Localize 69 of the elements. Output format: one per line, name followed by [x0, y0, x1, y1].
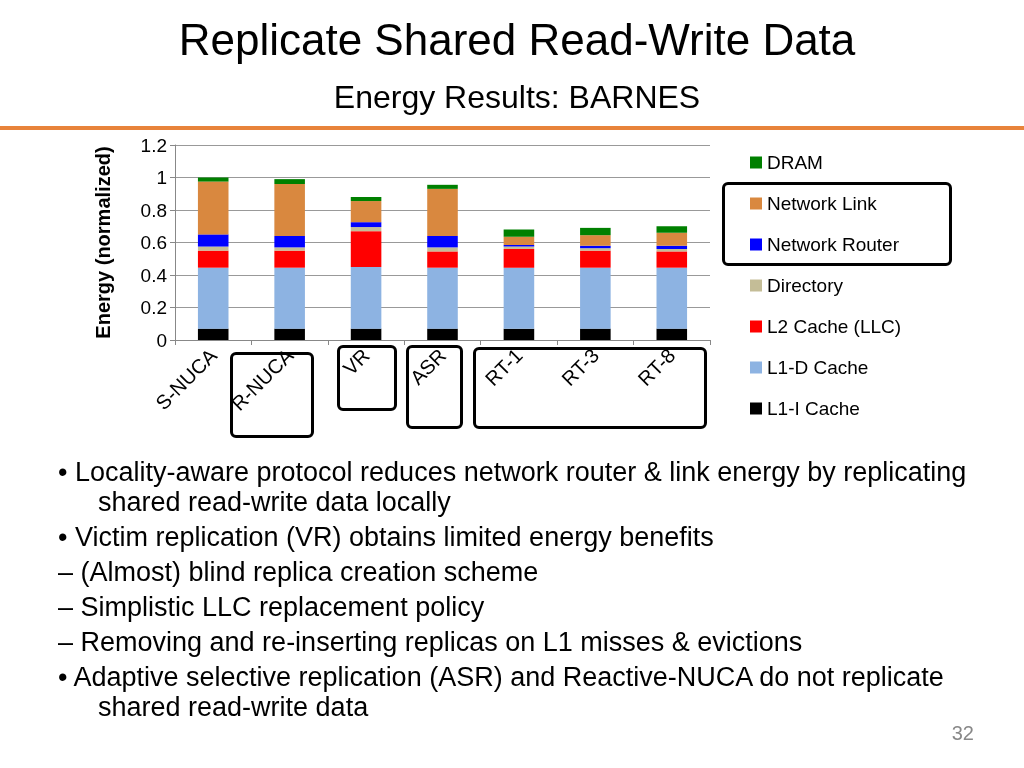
legend-label: Network Link: [767, 193, 878, 214]
text: – Removing and re-inserting replicas on L1 misses & evictions: [58, 627, 804, 657]
legend-label: L1-D Cache: [767, 357, 869, 378]
bar: [274, 179, 305, 184]
bar: [197, 177, 229, 182]
bar: [350, 197, 382, 202]
bar: [350, 231, 382, 267]
bar: [656, 328, 688, 340]
bar: [350, 227, 382, 232]
bar: [197, 250, 229, 268]
bar: [350, 266, 382, 329]
bar: [427, 236, 458, 248]
bar: [274, 236, 305, 248]
bar: [580, 235, 611, 246]
bar: [427, 267, 458, 329]
text: 32: [951, 722, 974, 745]
bar: [427, 188, 458, 236]
bar: [503, 249, 535, 268]
bar: [503, 328, 535, 340]
bar: [350, 222, 382, 228]
y-axis-title: Energy (normalized): [92, 146, 114, 339]
bar: [350, 201, 382, 223]
y-tick-label: 1.2: [140, 134, 167, 156]
bar: [503, 267, 535, 329]
bar: [427, 251, 458, 268]
bar: [656, 226, 688, 233]
bar: [274, 184, 305, 236]
y-tick-label: 0.4: [140, 264, 168, 286]
text: • Locality-aware protocol reduces network router & link energy by replicating shared read-write data locally: [58, 457, 968, 517]
bar: [580, 328, 611, 340]
bar: [503, 236, 535, 245]
legend-label: Directory: [767, 275, 844, 296]
text: • Victim replication (VR) obtains limited energy benefits: [58, 522, 715, 552]
bar: [656, 251, 688, 268]
bar: [274, 267, 305, 329]
bar: [274, 247, 305, 251]
bar: [197, 328, 229, 340]
bar: [580, 267, 611, 329]
bar: [427, 184, 458, 189]
bar: [503, 229, 535, 237]
y-tick-label: 0.2: [140, 297, 167, 318]
text: – Simplistic LLC replacement policy: [58, 592, 486, 622]
bar: [656, 232, 688, 246]
legend-label: L2 Cache (LLC): [767, 316, 902, 337]
bar: [580, 250, 611, 268]
y-tick-label: 0.8: [140, 199, 167, 221]
bar: [274, 328, 305, 340]
legend-label: DRAM: [767, 152, 823, 173]
bar: [427, 328, 458, 340]
bar: [580, 227, 611, 236]
bar: [656, 245, 688, 249]
y-tick-label: 0: [156, 329, 167, 351]
x-tick-label: VR: [338, 344, 374, 380]
chart-subtitle: Energy Results: BARNES: [333, 79, 701, 115]
bar: [197, 234, 229, 247]
y-tick-label: 1: [156, 167, 167, 188]
legend-label: L1-I Cache: [767, 398, 860, 419]
bar: [197, 181, 229, 235]
bar: [197, 246, 229, 251]
legend-label: Network Router: [767, 234, 900, 255]
text: • Adaptive selective replication (ASR) and Reactive-NUCA do not replicate shared read-write data: [58, 662, 945, 722]
bar: [427, 247, 458, 252]
bar: [350, 328, 382, 340]
bar: [197, 267, 229, 329]
text: – (Almost) blind replica creation scheme: [58, 557, 540, 587]
bar: [656, 267, 688, 329]
y-tick-label: 0.6: [140, 232, 167, 253]
bar: [274, 250, 305, 268]
chart-title: Replicate Shared Read-Write Data: [178, 14, 856, 64]
